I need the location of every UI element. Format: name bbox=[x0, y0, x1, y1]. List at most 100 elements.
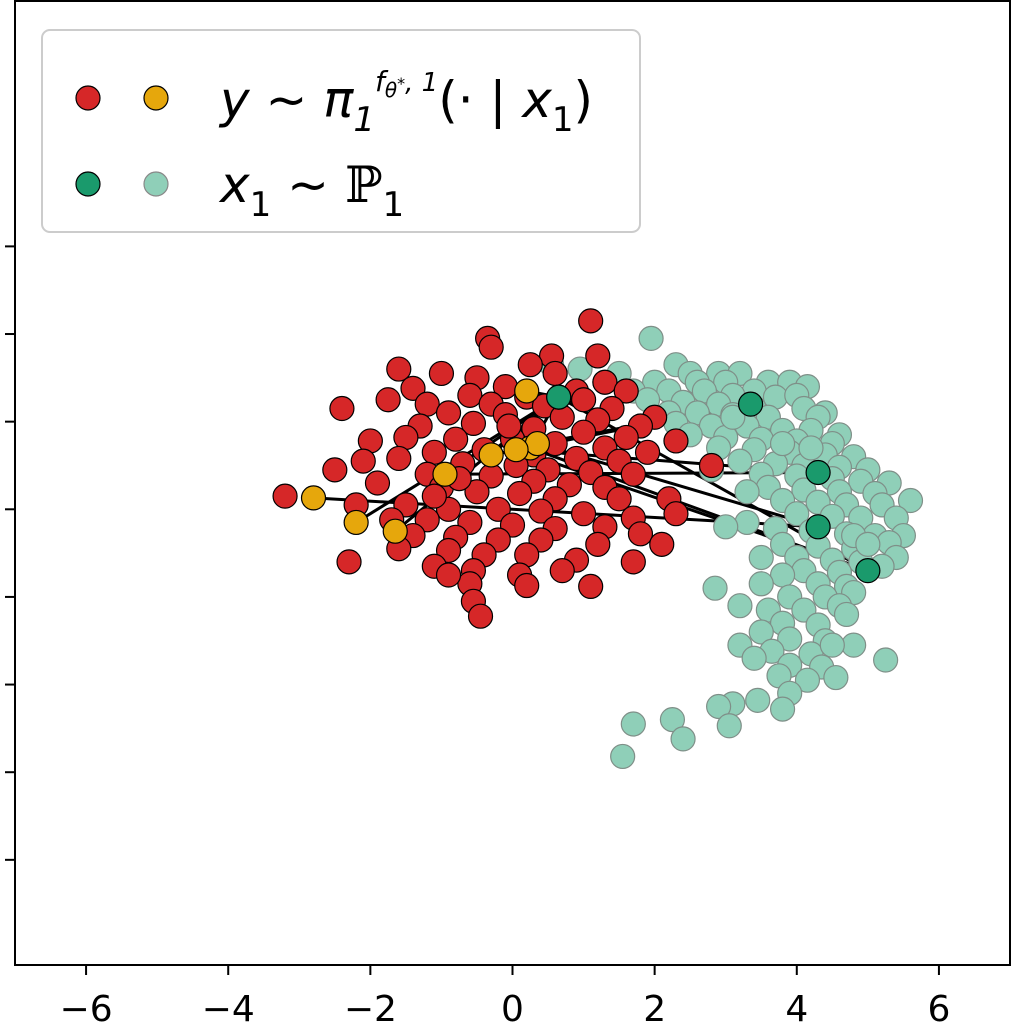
y-sample-point bbox=[542, 360, 568, 387]
x-tick-label: −2 bbox=[344, 989, 397, 1027]
x-sample-point bbox=[706, 693, 732, 720]
y-highlight-point bbox=[432, 461, 458, 487]
y-sample-point bbox=[386, 356, 412, 382]
x-sample-point bbox=[610, 743, 636, 770]
x-sample-point bbox=[769, 430, 796, 457]
legend-marker-x-samples bbox=[143, 171, 169, 197]
x-sample-point bbox=[670, 726, 696, 752]
y-sample-point bbox=[386, 445, 412, 472]
y-sample-point bbox=[457, 382, 483, 408]
y-sample-point bbox=[620, 549, 646, 575]
x-sample-point bbox=[823, 664, 849, 691]
y-highlight-point bbox=[382, 518, 408, 544]
x-sample-point bbox=[727, 593, 753, 619]
y-sample-point bbox=[478, 334, 504, 360]
x-sample-point bbox=[727, 448, 753, 474]
legend-frame bbox=[41, 29, 641, 233]
y-sample-point bbox=[627, 521, 654, 547]
x-sample-point bbox=[777, 626, 803, 652]
x-tick-label: 2 bbox=[643, 989, 666, 1027]
y-sample-point bbox=[496, 413, 522, 439]
x-sample-point bbox=[819, 632, 845, 658]
y-sample-point bbox=[467, 603, 494, 629]
y-sample-point bbox=[485, 496, 511, 522]
x-tick-label: 0 bbox=[501, 989, 524, 1027]
x-highlight-point bbox=[546, 384, 572, 410]
y-sample-point bbox=[570, 387, 597, 413]
y-sample-point bbox=[350, 448, 376, 474]
y-highlight-point bbox=[300, 485, 327, 511]
x-sample-point bbox=[745, 687, 771, 713]
y-sample-point bbox=[400, 375, 426, 401]
x-sample-point bbox=[748, 619, 774, 645]
y-sample-point bbox=[272, 483, 298, 509]
y-sample-point bbox=[663, 428, 689, 454]
x-sample-point bbox=[720, 404, 746, 430]
y-sample-point bbox=[634, 439, 661, 465]
x-sample-point bbox=[897, 487, 924, 514]
x-sample-point bbox=[833, 601, 860, 628]
x-tick-label: 6 bbox=[927, 989, 950, 1027]
y-sample-point bbox=[514, 572, 540, 599]
x-tick-label: 4 bbox=[785, 989, 808, 1027]
y-sample-point bbox=[585, 531, 611, 557]
y-sample-point bbox=[663, 501, 689, 527]
y-highlight-point bbox=[478, 442, 504, 468]
y-sample-point bbox=[606, 486, 632, 512]
y-sample-point bbox=[549, 558, 575, 584]
y-sample-point bbox=[578, 308, 604, 334]
y-sample-point bbox=[414, 507, 440, 533]
y-sample-point bbox=[322, 457, 348, 483]
x-sample-point bbox=[620, 711, 646, 737]
x-sample-point bbox=[784, 501, 810, 527]
y-sample-point bbox=[435, 400, 462, 426]
x-sample-point bbox=[769, 562, 796, 588]
y-sample-point bbox=[613, 378, 639, 404]
x-highlight-point bbox=[855, 558, 881, 584]
y-sample-point bbox=[649, 531, 675, 557]
y-sample-point bbox=[570, 419, 597, 445]
x-sample-point bbox=[873, 647, 899, 673]
y-sample-point bbox=[443, 426, 469, 452]
y-sample-point bbox=[570, 501, 597, 527]
y-highlight-point bbox=[524, 430, 550, 457]
legend-marker-y-highlight bbox=[143, 85, 169, 111]
legend: y ~ π1fθ*, 1(· | x1) x1 ~ ℙ1 bbox=[41, 29, 641, 233]
y-sample-point bbox=[329, 395, 355, 422]
x-sample-point bbox=[748, 544, 774, 571]
y-sample-point bbox=[698, 452, 725, 479]
x-tick-label: −4 bbox=[202, 989, 255, 1027]
y-highlight-point bbox=[514, 378, 540, 404]
y-sample-point bbox=[592, 369, 618, 395]
x-highlight-point bbox=[805, 514, 831, 540]
y-sample-point bbox=[507, 480, 533, 507]
y-sample-point bbox=[585, 343, 611, 369]
y-sample-point bbox=[613, 424, 639, 451]
x-sample-point bbox=[702, 575, 728, 601]
y-sample-point bbox=[364, 470, 391, 496]
y-sample-point bbox=[528, 498, 554, 524]
x-sample-point bbox=[798, 435, 824, 461]
x-sample-point bbox=[734, 479, 760, 505]
legend-marker-x-highlight bbox=[75, 171, 101, 197]
y-sample-point bbox=[421, 483, 447, 509]
x-tick-label: −6 bbox=[60, 989, 113, 1027]
x-highlight-point bbox=[737, 391, 764, 417]
x-sample-point bbox=[855, 531, 881, 557]
y-highlight-point bbox=[503, 437, 529, 463]
y-sample-point bbox=[375, 387, 401, 413]
x-sample-point bbox=[769, 696, 796, 722]
data-points bbox=[272, 308, 924, 770]
x-highlight-point bbox=[805, 459, 831, 486]
y-highlight-point bbox=[343, 509, 369, 536]
y-sample-point bbox=[517, 352, 543, 378]
x-sample-point bbox=[741, 645, 767, 671]
y-sample-point bbox=[620, 461, 646, 487]
x-sample-point bbox=[734, 509, 760, 536]
y-sample-point bbox=[428, 360, 455, 387]
legend-label-x: x1 ~ ℙ1 bbox=[218, 156, 404, 225]
y-sample-point bbox=[464, 479, 490, 505]
y-sample-point bbox=[578, 573, 604, 600]
y-sample-point bbox=[336, 549, 362, 575]
